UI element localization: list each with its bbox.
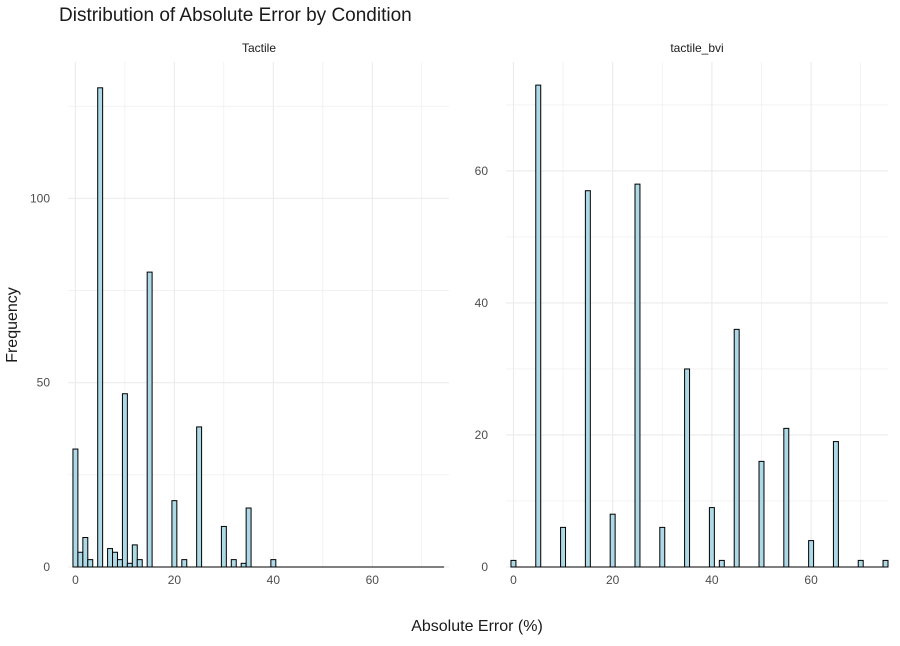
panel-axis-labels-tactile: 0 20 40 60 0 50 100 [30,191,379,587]
x-tick-label: 40 [705,573,719,587]
histogram-bar-tactile-bvi [609,513,616,568]
histogram-bar-tactile [116,559,123,568]
histogram-bar-tactile-bvi [783,427,790,568]
histogram-bar-tactile [240,562,247,568]
histogram-bar-tactile-bvi [733,328,740,568]
histogram-bar-tactile [136,559,143,568]
histogram-bar-tactile [87,559,94,568]
histogram-bar-tactile [121,393,128,568]
panel-axis-labels-tactile-bvi: 0 20 40 60 0 20 40 60 [475,164,818,587]
histogram-bar-tactile [245,507,252,568]
histogram-bar-tactile [97,87,104,568]
y-tick-label: 60 [475,164,489,178]
histogram-bar-tactile-bvi [857,559,864,568]
histogram-bar-tactile-bvi [584,190,591,568]
panel-grid-tactile-bvi [506,62,888,568]
y-tick-label: 50 [37,376,51,390]
histogram-bar-tactile [181,559,188,568]
x-tick-label: 0 [72,573,79,587]
histogram-bar-tactile [77,551,84,568]
histogram-bar-tactile-bvi [832,441,839,568]
panel-tactile-bvi: tactile_bvi 0 20 40 60 0 20 40 60 [475,41,889,587]
histogram-bar-tactile [196,426,203,568]
histogram-bar-tactile-bvi [708,507,715,568]
panel-bars-tactile [72,87,445,568]
histogram-bar-tactile [270,559,277,568]
x-axis-label: Absolute Error (%) [411,618,543,635]
y-tick-label: 20 [475,428,489,442]
histogram-bar-tactile [230,559,237,568]
y-tick-label: 0 [43,560,50,574]
histogram-bar-tactile-bvi [758,460,765,568]
histogram-bar-tactile [131,544,138,568]
panel-bars-tactile-bvi [510,84,889,568]
x-tick-label: 40 [267,573,281,587]
panel-tactile: Tactile 0 20 40 60 0 50 100 [30,41,449,587]
histogram-bar-tactile-bvi [535,84,542,568]
histogram-bar-tactile [72,448,79,568]
y-tick-label: 40 [475,296,489,310]
y-axis-label: Frequency [4,287,21,363]
x-tick-label: 20 [168,573,182,587]
chart-title: Distribution of Absolute Error by Condit… [59,5,412,26]
histogram-bar-tactile-bvi [510,559,517,568]
panel-title-tactile-bvi: tactile_bvi [670,41,723,55]
y-tick-label: 0 [481,560,488,574]
x-tick-label: 20 [606,573,620,587]
histogram-bar-tactile-bvi [634,183,641,568]
y-tick-label: 100 [30,191,50,205]
histogram-bar-tactile [126,562,133,568]
histogram-bar-tactile-bvi [560,526,567,568]
histogram-bar-tactile [82,537,89,568]
histogram-bar-tactile [107,548,114,568]
histogram-bar-tactile [146,271,153,568]
histogram-bar-tactile-bvi [882,559,889,568]
histogram-bar-tactile-bvi [684,368,691,568]
x-tick-label: 60 [366,573,380,587]
histogram-bar-tactile [220,525,227,568]
x-tick-label: 0 [510,573,517,587]
histogram-bar-tactile-bvi [659,526,666,568]
panel-title-tactile: Tactile [242,41,276,55]
histogram-bar-tactile-bvi [808,540,815,568]
histogram-bar-tactile [171,500,178,568]
x-tick-label: 60 [804,573,818,587]
histogram-bar-tactile [112,551,118,568]
histogram-bar-tactile-bvi [718,559,725,568]
